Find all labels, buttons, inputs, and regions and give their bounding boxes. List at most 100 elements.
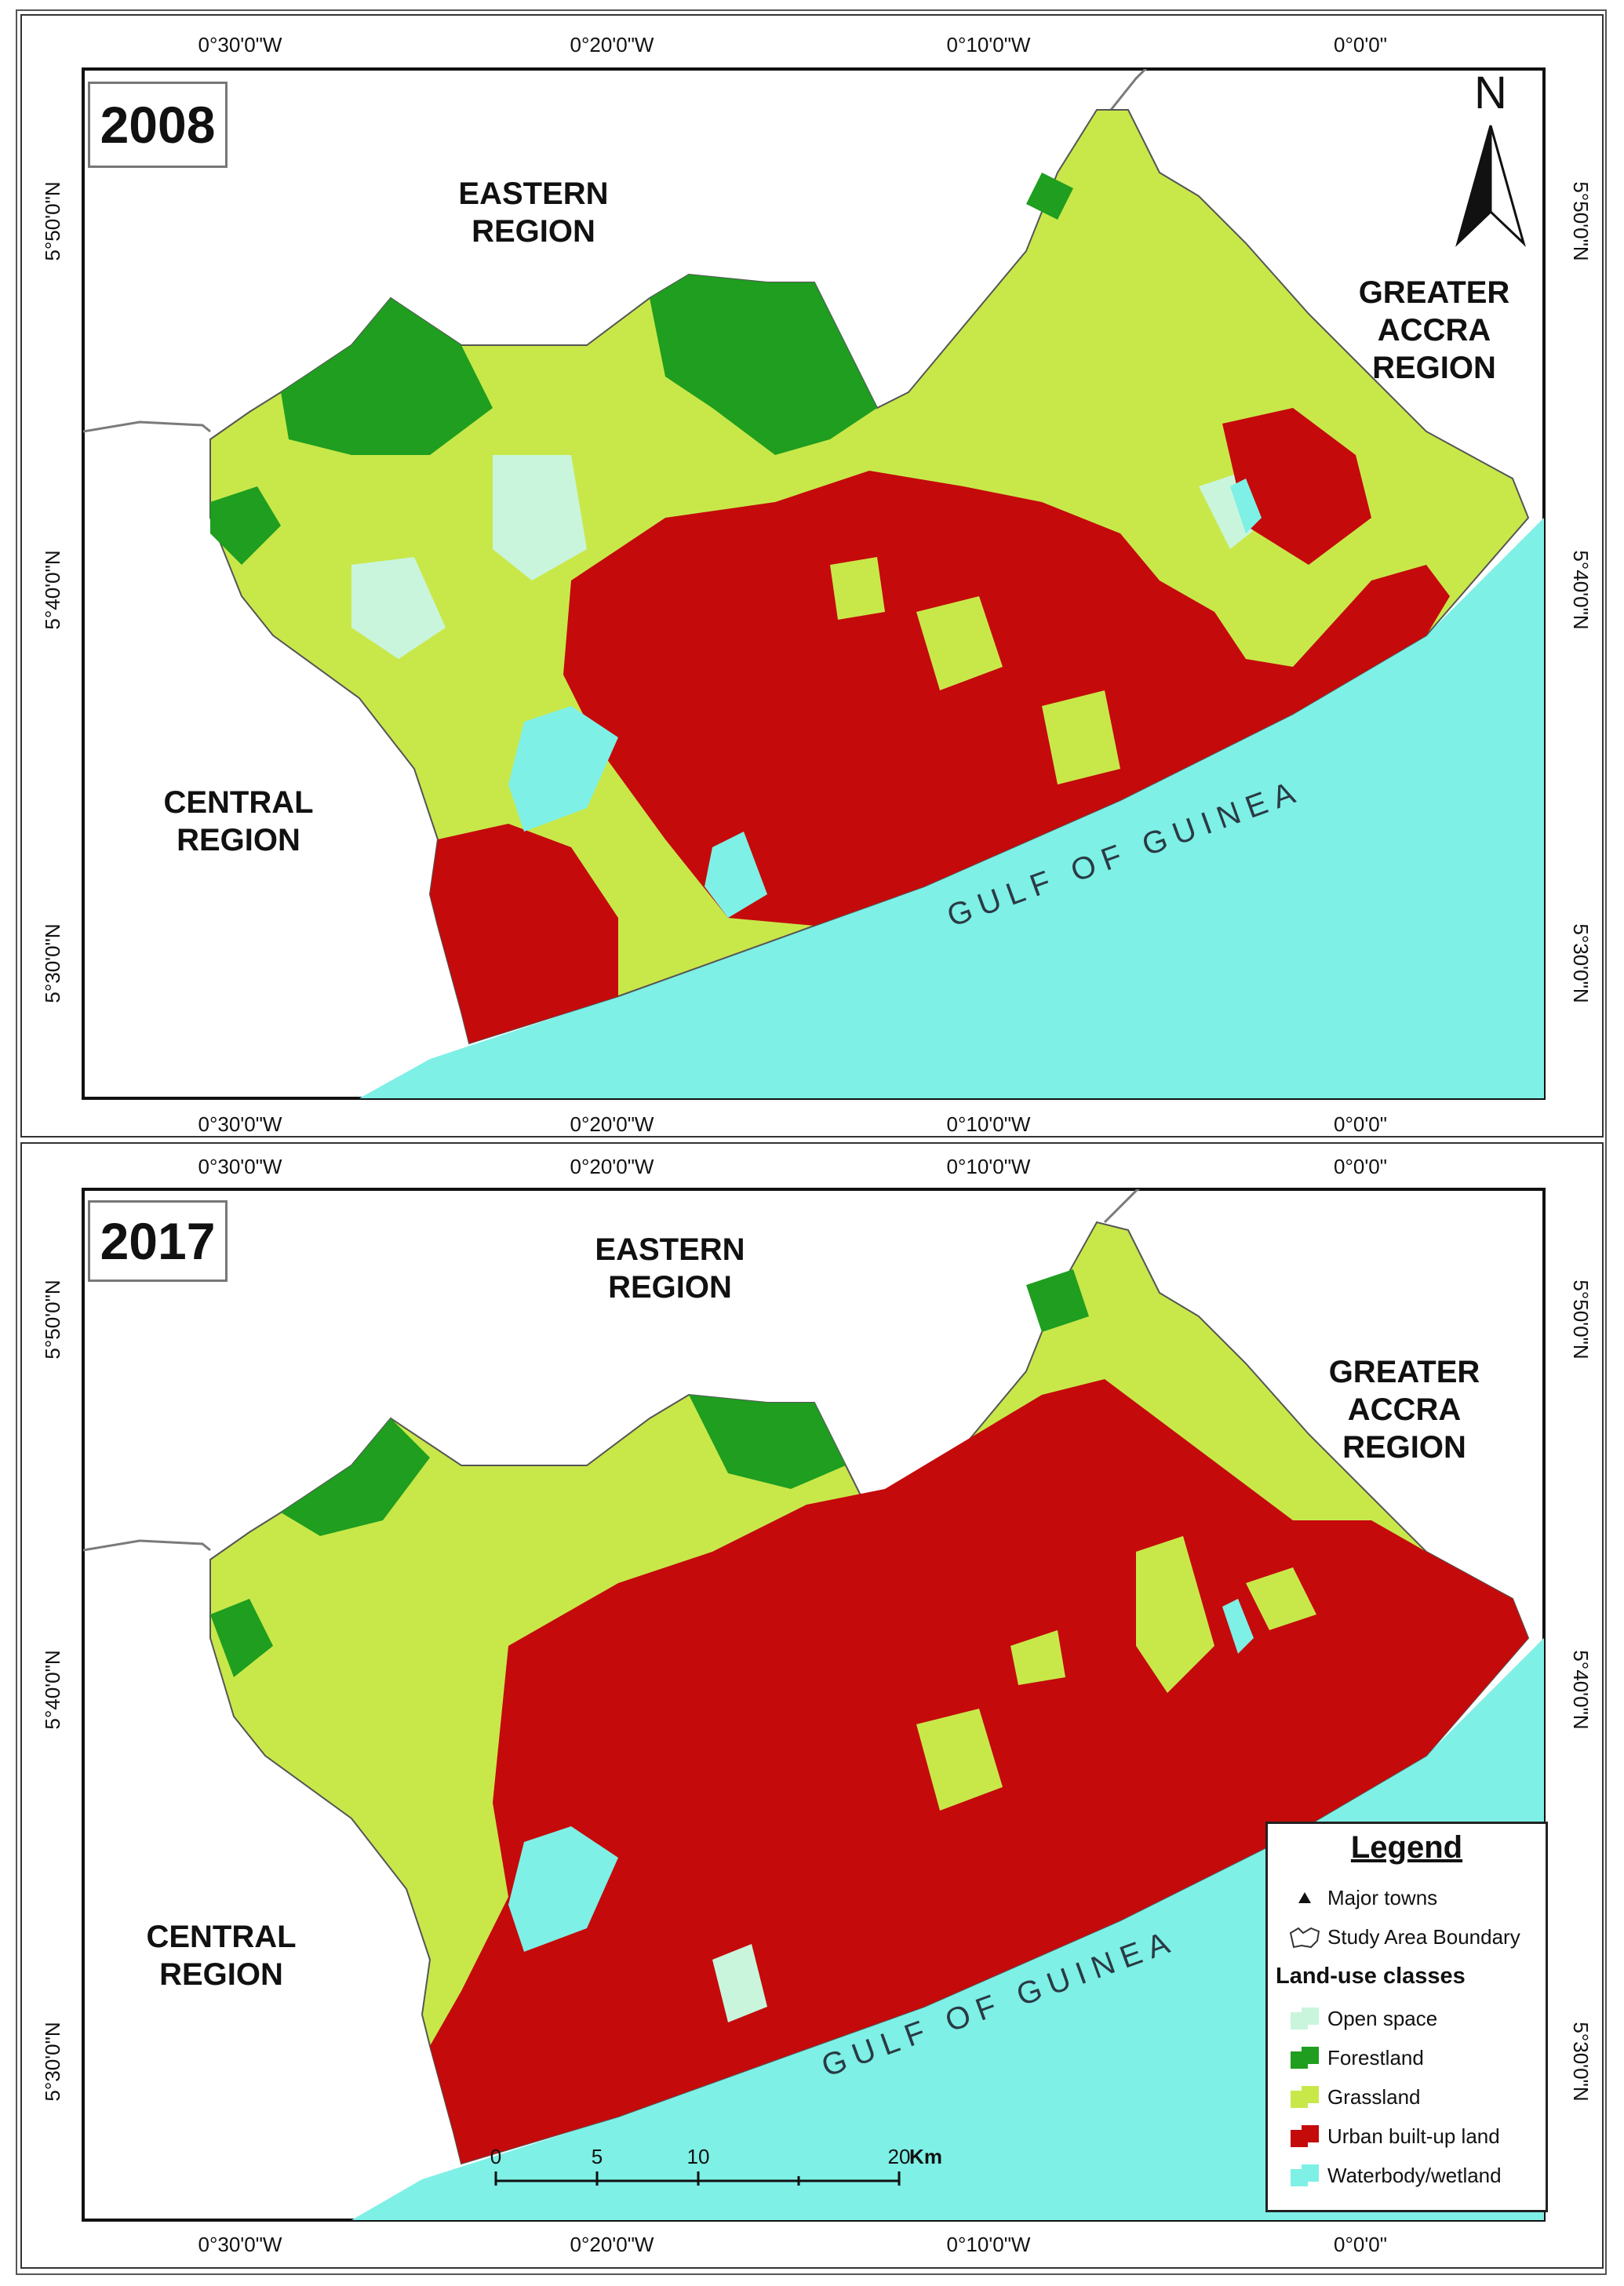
scale-bar-unit: Km — [909, 2145, 942, 2168]
latitude-label-right: 5°40'0"N — [1569, 1650, 1593, 1729]
legend-class-open-space: Open space — [1282, 2003, 1437, 2034]
latitude-label-left: 5°30'0"N — [41, 2022, 64, 2101]
scale-bar-label: 20 — [888, 2145, 911, 2168]
legend-class-forestland: Forestland — [1282, 2042, 1424, 2073]
map-panel-2017: 0°30'0"W 0°20'0"W 0°10'0"W 0°0'0" 0°30'0… — [20, 1142, 1604, 2269]
longitude-label-top: 0°20'0"W — [570, 1155, 654, 1178]
region-label-greater-accra: GREATER — [1329, 1355, 1480, 1389]
open-space-patch — [1136, 1536, 1214, 1693]
year-label: 2017 — [100, 1212, 216, 1270]
forest-patch — [650, 275, 877, 455]
region-label-central: CENTRAL — [163, 785, 313, 820]
admin-border-line — [83, 420, 211, 433]
longitude-label-top: 0°30'0"W — [198, 1155, 282, 1178]
longitude-label-top: 0°0'0" — [1334, 1155, 1387, 1178]
region-label-greater-accra: REGION — [1342, 1430, 1466, 1465]
waterbody-swatch-icon — [1282, 2160, 1327, 2191]
latitude-label-right: 5°50'0"N — [1569, 1280, 1593, 1359]
open-space-patch — [1010, 1630, 1065, 1685]
year-label-box: 2008 — [88, 82, 228, 168]
longitude-label-bottom: 0°30'0"W — [198, 1112, 282, 1136]
region-label-eastern: EASTERN — [458, 177, 608, 211]
scale-bar-label: 0 — [490, 2145, 501, 2168]
open-space-patch — [712, 1944, 767, 2022]
legend-item-study-area: Study Area Boundary — [1282, 1921, 1520, 1953]
year-label-box: 2017 — [88, 1200, 228, 1282]
longitude-label-bottom: 0°10'0"W — [947, 1112, 1031, 1136]
legend-item-label: Open space — [1327, 2006, 1438, 2030]
waterbody-wetland — [705, 832, 767, 918]
region-label-greater-accra: ACCRA — [1378, 313, 1491, 348]
longitude-label-bottom: 0°20'0"W — [570, 2233, 654, 2256]
year-label: 2008 — [100, 96, 216, 154]
admin-border-line — [83, 1539, 211, 1552]
region-label-central: REGION — [159, 1957, 283, 1992]
legend-classes-title: Land-use classes — [1276, 1964, 1466, 1989]
longitude-label-bottom: 0°20'0"W — [570, 1112, 654, 1136]
north-arrow-icon — [1455, 125, 1492, 247]
legend-item-major-towns: Major towns — [1282, 1882, 1437, 1913]
legend-item-label: Forestland — [1327, 2045, 1424, 2069]
open-space-patch — [351, 557, 446, 659]
open-space-patch — [1042, 690, 1120, 784]
legend-item-label: Major towns — [1327, 1885, 1438, 1909]
longitude-label-top: 0°10'0"W — [947, 1155, 1031, 1178]
waterbody-lagoon — [1230, 479, 1262, 533]
north-arrow: N — [1455, 67, 1526, 247]
triangle-marker-icon — [1282, 1882, 1327, 1913]
longitude-label-top: 0°30'0"W — [198, 33, 282, 56]
open-space-patch — [830, 557, 885, 620]
longitude-label-top: 0°0'0" — [1334, 33, 1387, 56]
legend-box: Legend Major towns Study Area Boundary L… — [1265, 1822, 1548, 2212]
waterbody-lagoon — [1222, 1599, 1254, 1654]
forestland-swatch-icon — [1282, 2042, 1327, 2073]
open-space-patch — [493, 455, 587, 581]
forest-patch — [1026, 1269, 1089, 1332]
forest-patch — [281, 1418, 430, 1536]
legend-class-waterbody: Waterbody/wetland — [1282, 2160, 1502, 2191]
region-label-eastern: EASTERN — [595, 1232, 745, 1267]
map-canvas-2008: 0°30'0"W 0°20'0"W 0°10'0"W 0°0'0" 0°30'0… — [41, 33, 1593, 1136]
forest-patch — [689, 1395, 846, 1489]
map-panel-2008: 0°30'0"W 0°20'0"W 0°10'0"W 0°0'0" 0°30'0… — [20, 14, 1604, 1138]
urban-built-up-area — [1222, 408, 1371, 565]
latitude-label-left: 5°40'0"N — [41, 1650, 64, 1729]
longitude-label-bottom: 0°30'0"W — [198, 2233, 282, 2256]
legend-class-grassland: Grassland — [1282, 2081, 1421, 2113]
open-space-swatch-icon — [1282, 2003, 1327, 2034]
legend-item-label: Waterbody/wetland — [1327, 2163, 1502, 2187]
urban-swatch-icon — [1282, 2120, 1327, 2152]
latitude-label-right: 5°40'0"N — [1569, 550, 1593, 629]
latitude-label-right: 5°30'0"N — [1569, 2022, 1593, 2101]
region-label-greater-accra: ACCRA — [1348, 1392, 1461, 1427]
waterbody-weija — [508, 706, 618, 832]
gulf-of-guinea-sea — [359, 518, 1544, 1098]
open-space-patch — [916, 1709, 1003, 1811]
region-label-central: CENTRAL — [146, 1920, 296, 1954]
region-label-eastern: REGION — [472, 214, 595, 249]
latitude-label-left: 5°50'0"N — [41, 181, 64, 260]
longitude-label-bottom: 0°0'0" — [1334, 1112, 1387, 1136]
scale-bar-graphic: 0 5 10 20 Km — [490, 2145, 942, 2186]
latitude-label-left: 5°40'0"N — [41, 550, 64, 629]
region-label-central: REGION — [177, 823, 300, 857]
forest-patch — [281, 298, 493, 455]
admin-border-line — [1103, 1189, 1141, 1224]
urban-built-up-area — [430, 824, 618, 1043]
scale-bar: 0 5 10 20 Km — [477, 2140, 948, 2203]
urban-built-up-area — [563, 471, 1450, 926]
longitude-label-bottom: 0°10'0"W — [947, 2233, 1031, 2256]
legend-title: Legend — [1350, 1830, 1463, 1865]
region-label-greater-accra: GREATER — [1359, 275, 1510, 310]
latitude-label-left: 5°50'0"N — [41, 1280, 64, 1359]
north-arrow-label: N — [1474, 67, 1507, 118]
legend-item-label: Study Area Boundary — [1327, 1924, 1520, 1949]
latitude-label-right: 5°30'0"N — [1569, 923, 1593, 1003]
grassland-swatch-icon — [1282, 2081, 1327, 2113]
longitude-label-top: 0°10'0"W — [947, 33, 1031, 56]
region-label-greater-accra: REGION — [1372, 351, 1496, 385]
forest-patch — [210, 486, 281, 565]
waterbody-weija — [508, 1826, 618, 1952]
forest-patch — [210, 1599, 273, 1677]
open-space-patch — [916, 596, 1003, 690]
